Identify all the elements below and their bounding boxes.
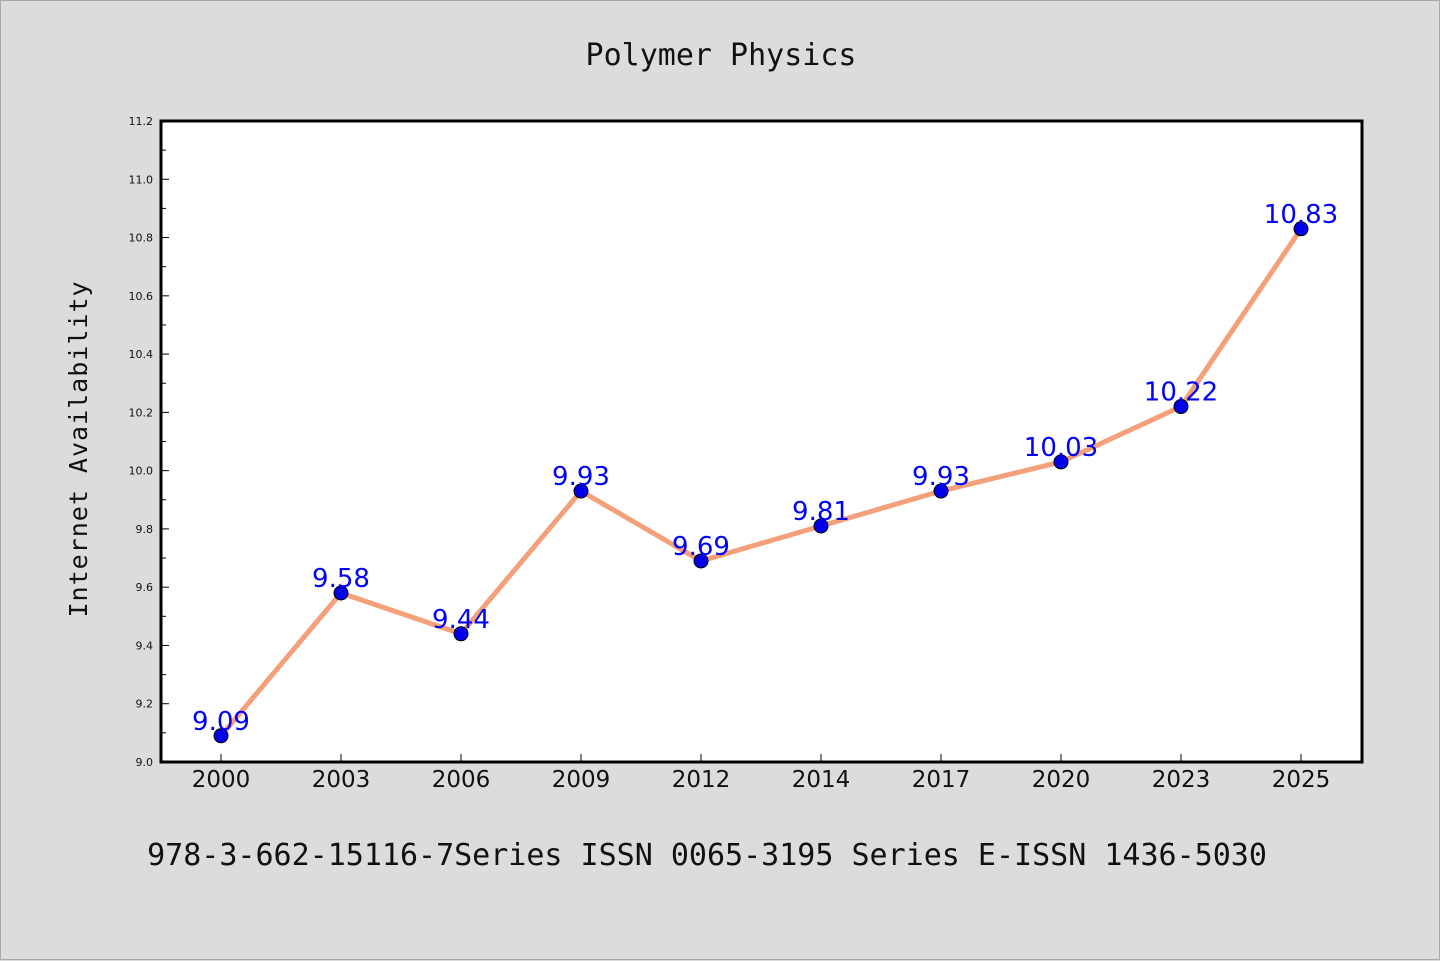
y-axis: 9.0 9.2 9.4 9.6 9.8 10.0 10.2 10.4 10.6 10.8 11.0 1… [129, 115, 169, 769]
isbn-issn-footer: 978-3-662-15116-7Series ISSN 0065-3195 S… [147, 838, 1267, 873]
y-tick-label: 11.2 [129, 115, 154, 128]
y-axis-label: Internet Availability [64, 280, 93, 617]
x-tick-label: 2009 [552, 767, 611, 793]
data-label: 9.58 [312, 564, 370, 594]
data-label: 9.44 [432, 605, 490, 635]
y-tick-label: 10.0 [129, 465, 154, 478]
x-tick-label: 2000 [192, 767, 251, 793]
data-point-marker [1293, 221, 1309, 237]
y-tick-label: 10.6 [129, 290, 154, 303]
y-tick-label: 10.8 [129, 232, 154, 245]
data-point-marker [573, 483, 589, 499]
chart-title: Polymer Physics [586, 38, 857, 73]
x-tick-label: 2020 [1032, 767, 1091, 793]
y-tick-label: 10.2 [129, 406, 154, 419]
data-label: 9.81 [792, 497, 850, 527]
x-tick-label: 2012 [672, 767, 731, 793]
x-tick-label: 2006 [432, 767, 491, 793]
y-tick-label: 9.0 [136, 756, 154, 769]
data-label: 9.93 [552, 462, 610, 492]
data-label: 9.09 [192, 707, 250, 737]
x-tick-label: 2025 [1272, 767, 1331, 793]
x-tick-label: 2003 [312, 767, 371, 793]
data-point-marker [933, 483, 949, 499]
y-tick-label: 11.0 [129, 173, 154, 186]
data-point-marker [1173, 399, 1189, 415]
y-tick-label: 9.6 [136, 581, 154, 594]
data-labels: 9.09 9.58 9.44 9.93 9.69 9.81 9.93 10.03 10.22 10… [192, 200, 1338, 737]
data-point-marker [693, 553, 709, 569]
data-label: 10.83 [1264, 200, 1338, 230]
data-label: 9.69 [672, 532, 730, 562]
x-axis: 2000 2003 2006 2009 2012 2014 2017 2020 2023 2025 [192, 754, 1331, 793]
data-point-marker [333, 585, 349, 601]
y-tick-label: 9.2 [136, 698, 154, 711]
data-point-marker [453, 626, 469, 642]
y-tick-label: 10.4 [129, 348, 154, 361]
data-markers [213, 221, 1309, 744]
x-tick-label: 2014 [792, 767, 851, 793]
x-tick-label: 2023 [1152, 767, 1211, 793]
x-tick-label: 2017 [912, 767, 971, 793]
series-line [218, 226, 1304, 739]
data-point-marker [1053, 454, 1069, 470]
y-tick-label: 9.8 [136, 523, 154, 536]
data-label: 10.03 [1024, 433, 1098, 463]
plot-area [159, 119, 1364, 764]
data-label: 10.22 [1144, 378, 1218, 408]
data-point-marker [813, 518, 829, 534]
data-label: 9.93 [912, 462, 970, 492]
data-point-marker [213, 728, 229, 744]
y-tick-label: 9.4 [136, 639, 154, 652]
